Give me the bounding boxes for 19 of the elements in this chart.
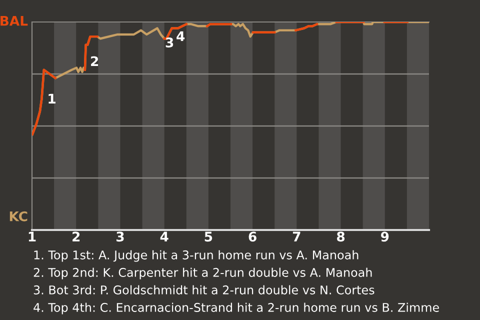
annotation: 1 — [48, 94, 56, 104]
text: BAL — [0, 16, 28, 26]
annotation: 4 — [176, 31, 185, 42]
x-tick-label: 9 — [380, 232, 389, 242]
text: 3. Bot 3rd: P. Goldschmidt hit a 2-run double vs N. Cortes — [34, 285, 374, 294]
text: 4. Top 4th: C. Encarnacion-Strand hit a 2-run home run vs B. Zimme — [34, 302, 439, 314]
x-tick-label: 8 — [336, 232, 345, 242]
text: 1. Top 1st: A. Judge hit a 3-run home run vs A. Manoah — [34, 250, 358, 262]
text: KC — [10, 211, 28, 222]
x-tick-label: 3 — [116, 232, 124, 242]
x-tick-label: 4 — [160, 232, 168, 242]
annotation: 2 — [91, 56, 98, 66]
x-tick-label: 1 — [28, 232, 36, 242]
x-tick-label: 5 — [204, 232, 212, 242]
x-tick-label: 6 — [248, 232, 256, 242]
text: 2. Top 2nd: K. Carpenter hit a 2-run double vs A. Manoah — [34, 268, 372, 280]
x-tick-label: 7 — [292, 232, 300, 242]
annotation: 3 — [166, 37, 174, 48]
x-tick-label: 2 — [72, 232, 80, 242]
